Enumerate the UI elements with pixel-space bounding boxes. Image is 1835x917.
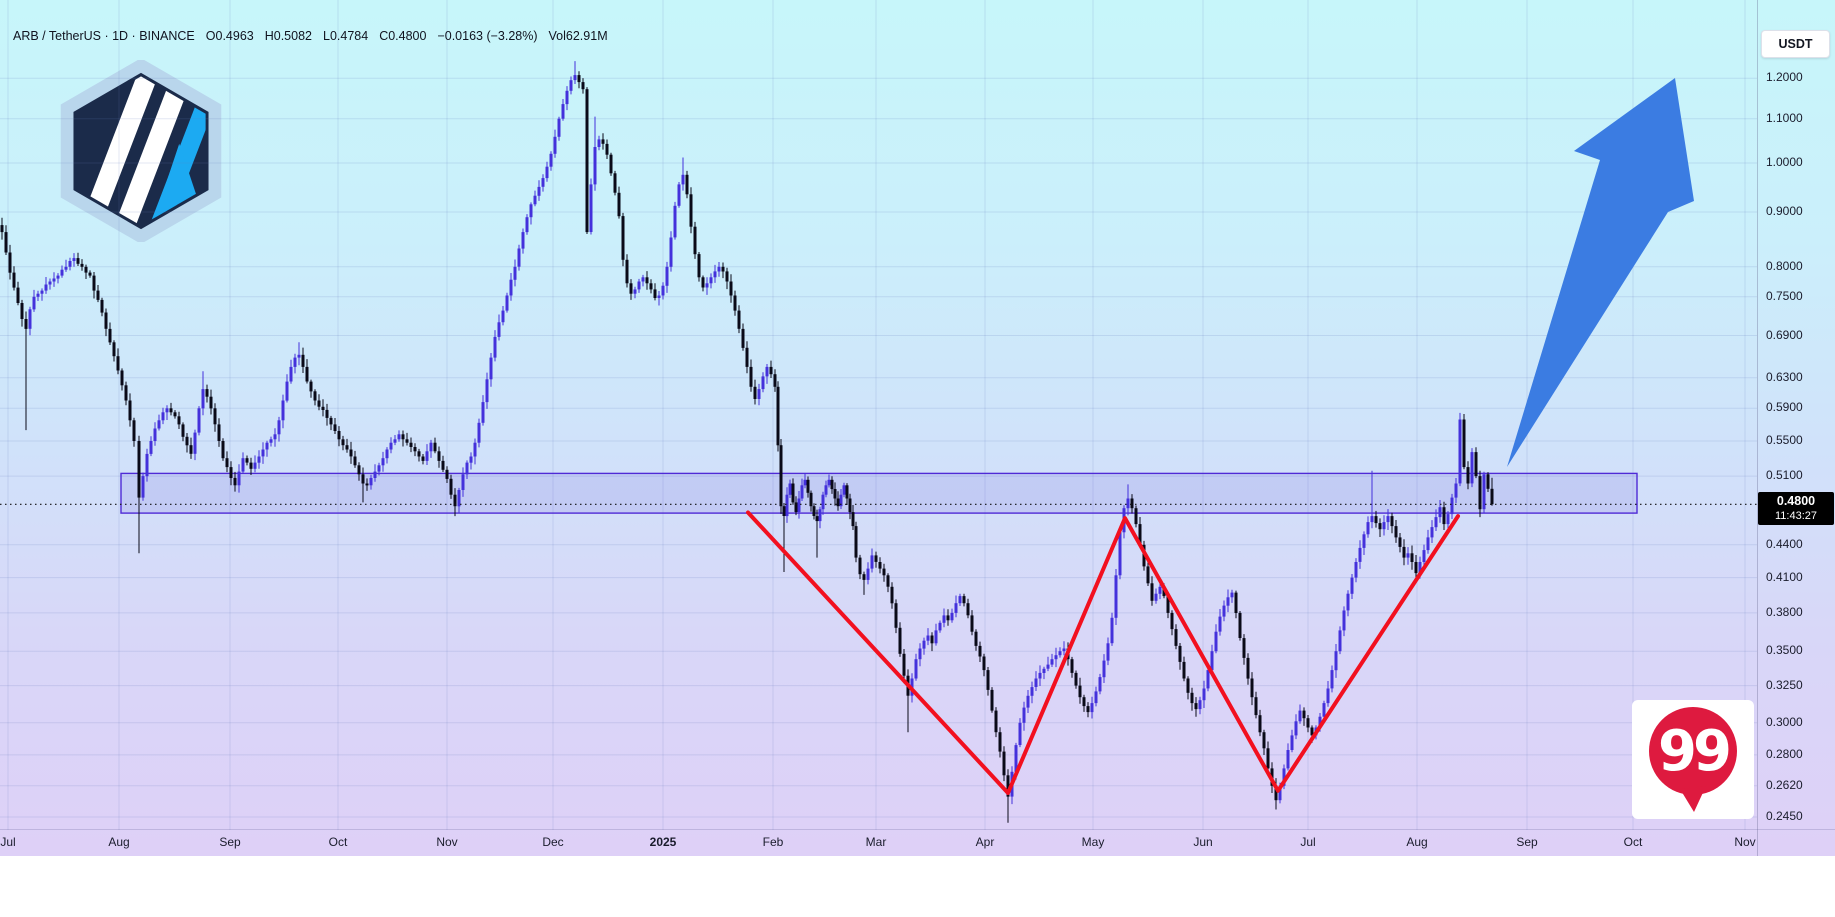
time-tick-label: Sep bbox=[219, 835, 241, 849]
time-tick-label: Jun bbox=[1193, 835, 1213, 849]
current-price-value: 0.4800 bbox=[1776, 494, 1816, 509]
price-tick-label: 1.2000 bbox=[1766, 70, 1803, 85]
ohlc-stat: −0.0163 (−3.28%) bbox=[437, 29, 538, 43]
price-tick-label: 0.3800 bbox=[1766, 604, 1803, 619]
arbitrum-logo-icon bbox=[60, 60, 222, 242]
time-tick-label: Nov bbox=[436, 835, 458, 849]
support-resistance-zone[interactable] bbox=[120, 472, 1638, 514]
ohlc-stat: H0.5082 bbox=[264, 29, 312, 43]
price-tick-label: 0.4400 bbox=[1766, 536, 1803, 551]
price-tick-label: 0.5900 bbox=[1766, 400, 1803, 415]
price-tick-label: 0.7500 bbox=[1766, 288, 1803, 303]
time-axis[interactable]: Jul Aug Sep Oct Nov Dec 2025 Feb Mar Apr May Jun Jul… bbox=[0, 830, 1757, 856]
ohlc-stat: O0.4963 bbox=[205, 29, 254, 43]
symbol-legend[interactable]: ARB / TetherUS · 1D · BINANCE O0.4963 H0.5… bbox=[13, 29, 608, 43]
ohlc-stats: O0.4963 H0.5082 L0.4784 C0.4800 −0.0163 (−3.… bbox=[195, 29, 608, 43]
price-tick-label: 1.0000 bbox=[1766, 155, 1803, 169]
currency-toggle-button[interactable]: USDT bbox=[1761, 30, 1830, 58]
time-tick-label: Jul bbox=[1300, 835, 1316, 849]
up-arrow-annotation[interactable] bbox=[1507, 78, 1694, 467]
price-tick-label: 0.3250 bbox=[1766, 677, 1803, 692]
time-axis-separator bbox=[0, 829, 1835, 830]
time-tick-label: Feb bbox=[762, 835, 784, 849]
time-tick-label: Oct bbox=[328, 835, 348, 849]
price-tick-label: 0.3000 bbox=[1766, 714, 1803, 729]
time-tick-label: Dec bbox=[542, 835, 564, 849]
price-tick-label: 0.6900 bbox=[1766, 327, 1803, 342]
price-tick-label: 0.5100 bbox=[1766, 468, 1803, 483]
time-tick-label: Oct bbox=[1623, 835, 1643, 849]
candles-layer bbox=[0, 61, 1494, 823]
time-tick-label: 2025 bbox=[649, 835, 677, 849]
double-bottom-pattern-line[interactable] bbox=[746, 510, 1460, 795]
ohlc-stat: C0.4800 bbox=[379, 29, 427, 43]
time-tick-label: May bbox=[1081, 835, 1105, 849]
price-tick-label: 0.2800 bbox=[1766, 746, 1803, 761]
time-tick-label: Aug bbox=[1406, 835, 1428, 849]
current-price-badge: 0.4800 11:43:27 bbox=[1758, 492, 1834, 526]
price-tick-label: 0.6300 bbox=[1766, 369, 1803, 384]
price-tick-label: 0.5500 bbox=[1766, 432, 1803, 447]
time-tick-label: Jul bbox=[0, 835, 16, 849]
price-tick-label: 0.8000 bbox=[1766, 258, 1803, 273]
time-tick-label: Sep bbox=[1516, 835, 1538, 849]
time-tick-label: Mar bbox=[865, 835, 887, 849]
ohlc-stat: L0.4784 bbox=[323, 29, 369, 43]
symbol-title: ARB / TetherUS · 1D · BINANCE bbox=[13, 29, 195, 43]
time-tick-label: Aug bbox=[108, 835, 130, 849]
time-tick-label: Nov bbox=[1734, 835, 1756, 849]
coin99-logo: 99 bbox=[1632, 700, 1754, 819]
price-tick-label: 0.3500 bbox=[1766, 643, 1803, 658]
price-tick-label: 0.9000 bbox=[1766, 203, 1803, 218]
price-tick-label: 1.1000 bbox=[1766, 110, 1803, 125]
bar-countdown: 11:43:27 bbox=[1774, 509, 1817, 522]
coin99-text: 99 bbox=[1658, 719, 1729, 784]
chart-canvas[interactable] bbox=[0, 0, 1757, 856]
ohlc-stat: Vol62.91M bbox=[548, 29, 608, 43]
price-axis[interactable]: 1.2000 1.1000 1.0000 0.9000 0.8000 0.7500 0.69… bbox=[1757, 0, 1835, 856]
bottom-margin bbox=[0, 856, 1835, 917]
price-tick-label: 0.4100 bbox=[1766, 569, 1803, 584]
time-tick-label: Apr bbox=[975, 835, 995, 849]
price-tick-label: 0.2620 bbox=[1766, 777, 1803, 792]
price-tick-label: 0.2450 bbox=[1766, 809, 1803, 824]
